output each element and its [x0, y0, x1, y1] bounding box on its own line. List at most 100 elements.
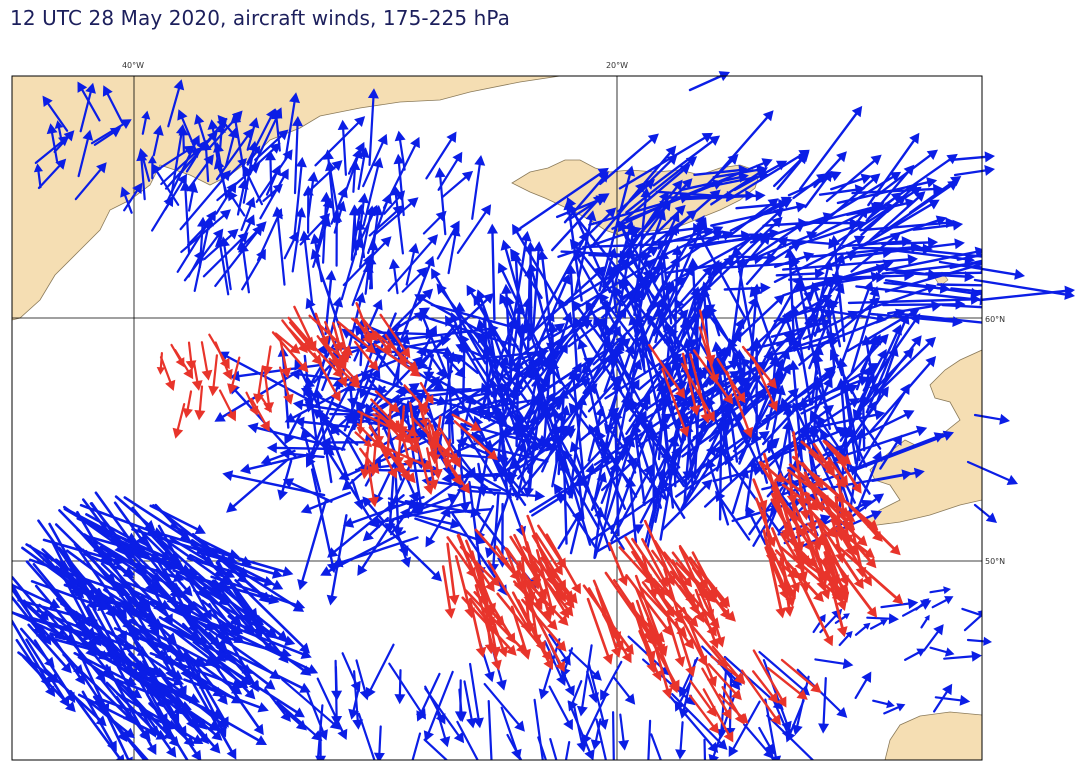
- wind-arrow-head: [792, 724, 803, 736]
- wind-arrow-head: [409, 436, 421, 448]
- wind-arrow-head: [436, 283, 447, 295]
- wind-arrow-shaft: [792, 368, 804, 466]
- wind-arrow-head: [642, 630, 653, 643]
- wind-arrow-head: [226, 182, 237, 194]
- wind-arrow-head: [265, 150, 276, 161]
- wind-arrow-head: [997, 303, 1007, 314]
- wind-arrow-shaft: [712, 469, 755, 483]
- wind-arrow-shaft: [198, 122, 206, 142]
- wind-arrow-shaft: [353, 340, 374, 365]
- wind-arrow-shaft: [752, 649, 783, 701]
- wind-arrow-head: [473, 717, 484, 729]
- wind-arrow-head: [1014, 268, 1025, 280]
- wind-arrow-head: [652, 669, 663, 682]
- wind-arrow-head: [590, 669, 602, 681]
- wind-arrow-shaft: [569, 272, 579, 373]
- wind-arrow-head: [476, 318, 487, 330]
- wind-arrow-head: [845, 630, 853, 639]
- wind-arrow-shaft: [304, 436, 322, 493]
- wind-arrow-shaft: [497, 430, 562, 478]
- wind-arrow-shaft: [915, 600, 926, 611]
- wind-arrow-head: [729, 679, 741, 691]
- wind-arrow-head: [555, 660, 565, 673]
- wind-arrow-shaft: [549, 737, 558, 760]
- wind-arrow-shaft: [451, 402, 472, 479]
- wind-arrow-shaft: [824, 555, 841, 595]
- wind-arrow-shaft: [28, 544, 79, 593]
- wind-arrow-shaft: [531, 498, 560, 517]
- wind-arrow-shaft: [508, 303, 552, 418]
- wind-arrow-head: [786, 588, 797, 600]
- wind-arrow-head: [761, 158, 773, 169]
- wind-arrow-head: [484, 671, 495, 683]
- wind-arrow-head: [337, 119, 349, 130]
- wind-arrow-shaft: [813, 514, 860, 583]
- wind-arrow-shaft: [504, 247, 525, 314]
- wind-arrow-head: [364, 342, 376, 354]
- wind-arrow-head: [284, 635, 296, 646]
- wind-arrow-head: [231, 110, 243, 122]
- wind-arrow-head: [676, 625, 687, 637]
- wind-arrow-shaft: [842, 240, 904, 248]
- wind-arrow-shaft: [191, 532, 265, 598]
- wind-arrow-shaft: [956, 253, 982, 261]
- wind-arrow-shaft: [699, 309, 712, 357]
- wind-arrow-head: [765, 553, 777, 565]
- wind-arrow-shaft: [723, 655, 778, 705]
- wind-arrow-head: [326, 562, 338, 574]
- wind-arrow-shaft: [881, 261, 982, 275]
- wind-arrow-shaft: [231, 197, 246, 217]
- wind-arrow-head: [487, 449, 499, 461]
- wind-arrow-head: [616, 307, 627, 319]
- wind-arrow-shaft: [798, 557, 807, 585]
- wind-arrow-head: [65, 701, 76, 713]
- wind-arrow-head: [796, 153, 808, 165]
- wind-arrow-shaft: [869, 312, 954, 323]
- wind-arrow-head: [907, 598, 919, 610]
- wind-arrow-head: [120, 186, 131, 198]
- wind-arrow-head: [173, 79, 185, 91]
- wind-arrow-head: [719, 596, 731, 608]
- wind-arrow-head: [115, 754, 125, 760]
- wind-arrow-head: [217, 124, 226, 133]
- wind-arrow-shaft: [823, 175, 894, 221]
- wind-arrow-head: [431, 570, 442, 582]
- wind-arrow-head: [823, 366, 835, 378]
- wind-arrow-head: [187, 182, 199, 193]
- wind-arrow-shaft: [671, 365, 758, 417]
- wind-arrow-shaft: [76, 528, 128, 574]
- wind-arrow-head: [537, 249, 549, 261]
- wind-arrow-shaft: [776, 314, 828, 347]
- wind-arrow-head: [459, 482, 470, 494]
- wind-arrow-head: [610, 375, 621, 387]
- wind-arrow-head: [662, 687, 673, 699]
- wind-arrow-head: [449, 220, 460, 232]
- wind-arrow-head: [486, 768, 497, 772]
- wind-arrow-shaft: [152, 133, 160, 157]
- wind-arrow-shaft: [257, 365, 264, 396]
- wind-arrow-shaft: [859, 219, 939, 248]
- wind-arrow-shaft: [860, 188, 912, 237]
- wind-arrow-head: [368, 496, 379, 508]
- wind-arrow-shaft: [582, 584, 630, 649]
- wind-arrow-shaft: [340, 245, 359, 301]
- wind-arrow-shaft: [815, 255, 850, 273]
- wind-arrow-shaft: [201, 599, 237, 630]
- wind-arrow-shaft: [159, 356, 172, 383]
- wind-arrow-head: [505, 644, 517, 656]
- wind-arrow-head: [496, 679, 507, 691]
- wind-arrow-shaft: [855, 285, 982, 302]
- wind-arrow-head: [373, 752, 385, 760]
- wind-arrow-head: [679, 193, 691, 204]
- wind-arrow-head: [423, 483, 434, 495]
- wind-arrow-head: [261, 365, 273, 377]
- wind-arrow-head: [646, 635, 657, 647]
- wind-arrow-head: [520, 230, 532, 242]
- wind-arrow-head: [1005, 255, 1016, 266]
- wind-arrow-shaft: [215, 582, 282, 637]
- wind-arrow-head: [255, 735, 267, 745]
- wind-arrow-shaft: [673, 237, 753, 282]
- wind-arrow-head: [499, 355, 510, 367]
- wind-arrow-head: [82, 129, 94, 141]
- wind-arrow-shaft: [124, 194, 133, 214]
